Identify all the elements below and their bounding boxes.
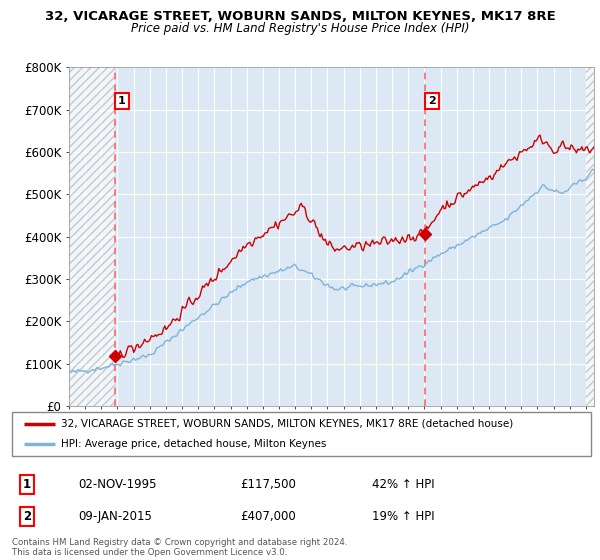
Text: 09-JAN-2015: 09-JAN-2015	[78, 510, 152, 523]
Text: 32, VICARAGE STREET, WOBURN SANDS, MILTON KEYNES, MK17 8RE (detached house): 32, VICARAGE STREET, WOBURN SANDS, MILTO…	[61, 419, 514, 429]
Text: 1: 1	[23, 478, 31, 491]
Text: HPI: Average price, detached house, Milton Keynes: HPI: Average price, detached house, Milt…	[61, 439, 326, 449]
Bar	[69, 67, 115, 406]
Text: £117,500: £117,500	[240, 478, 296, 491]
Text: Price paid vs. HM Land Registry's House Price Index (HPI): Price paid vs. HM Land Registry's House …	[131, 22, 469, 35]
Text: 2: 2	[23, 510, 31, 523]
Text: 19% ↑ HPI: 19% ↑ HPI	[372, 510, 434, 523]
Text: 42% ↑ HPI: 42% ↑ HPI	[372, 478, 434, 491]
Text: 2: 2	[428, 96, 436, 106]
Text: £407,000: £407,000	[240, 510, 296, 523]
Text: 1: 1	[118, 96, 126, 106]
Text: 02-NOV-1995: 02-NOV-1995	[78, 478, 157, 491]
Text: Contains HM Land Registry data © Crown copyright and database right 2024.
This d: Contains HM Land Registry data © Crown c…	[12, 538, 347, 557]
Text: 32, VICARAGE STREET, WOBURN SANDS, MILTON KEYNES, MK17 8RE: 32, VICARAGE STREET, WOBURN SANDS, MILTO…	[44, 10, 556, 23]
Bar	[586, 67, 596, 406]
